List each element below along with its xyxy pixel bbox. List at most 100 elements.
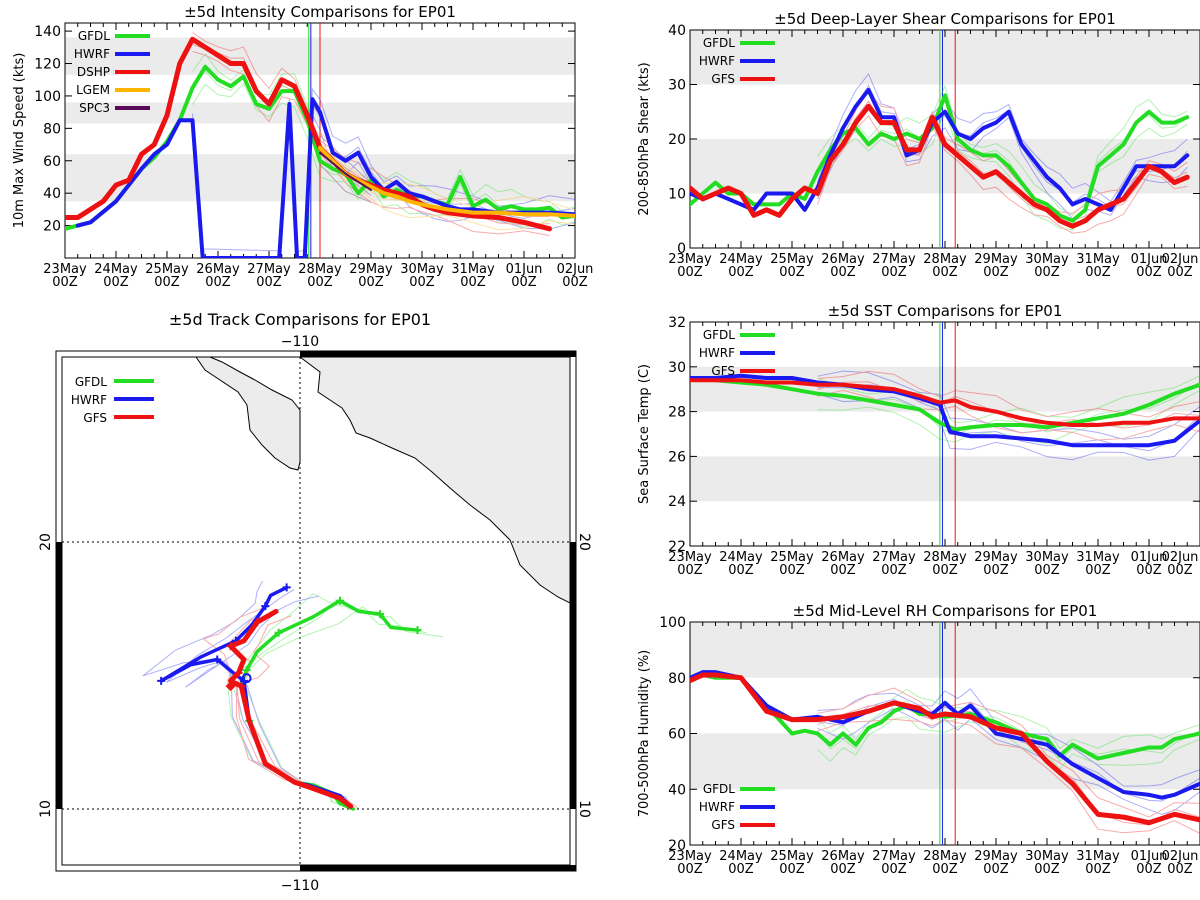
x-tick-label-date: 25May <box>770 252 814 267</box>
x-tick-label-hour: 00Z <box>1085 265 1111 280</box>
x-tick-label-hour: 00Z <box>830 563 856 578</box>
x-tick-label-hour: 00Z <box>562 275 588 290</box>
x-tick-label-date: 23May <box>43 262 87 277</box>
x-tick-label-date: 24May <box>719 849 763 864</box>
border-bar <box>56 542 62 809</box>
legend-label: GFS <box>711 818 735 832</box>
y-tick-label: 30 <box>668 360 686 376</box>
y-tick-label: 40 <box>668 23 686 39</box>
y-tick-label: 22 <box>668 539 686 555</box>
x-tick-label-hour: 00Z <box>1034 563 1060 578</box>
x-tick-label-hour: 00Z <box>932 265 958 280</box>
sst-chart: ±5d SST Comparisons for EP01 Sea Surface … <box>637 302 1200 578</box>
intensity-chart: ±5d Intensity Comparisons for EP01 10m Ma… <box>12 3 593 290</box>
y-tick-label: 60 <box>668 727 686 743</box>
legend-label: GFS <box>711 72 735 86</box>
shear-chart: ±5d Deep-Layer Shear Comparisons for EP0… <box>637 10 1200 280</box>
x-tick-label-date: 28May <box>923 252 967 267</box>
x-tick-label-date: 30May <box>400 262 444 277</box>
x-tick-label-date: 27May <box>872 849 916 864</box>
x-tick-label-date: 31May <box>1076 550 1120 565</box>
x-tick-label-date: 28May <box>923 849 967 864</box>
legend-label: GFS <box>711 364 735 378</box>
x-tick-label-date: 27May <box>872 252 916 267</box>
x-tick-label-date: 23May <box>668 252 712 267</box>
y-tick-label: 80 <box>43 121 61 137</box>
legend-label: GFDL <box>703 782 735 796</box>
track-marker <box>336 596 345 605</box>
y-tick-label: 0 <box>677 241 686 257</box>
legend-label: HWRF <box>71 393 107 407</box>
y-tick-label: 20 <box>43 219 61 235</box>
ensemble-line <box>319 164 372 203</box>
ensemble-line <box>817 393 1200 461</box>
x-tick-label-date: 02Jun <box>557 262 594 277</box>
border-bar <box>570 542 576 809</box>
x-tick-label-hour: 00Z <box>881 563 907 578</box>
ensemble-line <box>192 82 576 228</box>
mainland-coast <box>298 356 571 604</box>
x-tick-label-hour: 00Z <box>1136 563 1162 578</box>
y-tick-label: 28 <box>668 405 686 421</box>
x-tick-label-date: 25May <box>145 262 189 277</box>
track-marker <box>282 583 291 592</box>
x-tick-label-hour: 00Z <box>1167 265 1193 280</box>
x-tick-label-hour: 00Z <box>1034 265 1060 280</box>
track-marker <box>234 668 243 677</box>
x-tick-label-date: 29May <box>349 262 393 277</box>
legend-label: HWRF <box>699 346 735 360</box>
ensemble-line <box>817 72 1188 203</box>
y-tick-label: 60 <box>43 154 61 170</box>
y-axis-label: 200-850hPa Shear (kts) <box>637 62 652 215</box>
ensemble-tracks <box>142 580 444 810</box>
x-tick-label-date: 01Jun <box>1131 550 1168 565</box>
legend-label: GFDL <box>75 375 107 389</box>
x-tick-label-date: 26May <box>196 262 240 277</box>
track-marker <box>274 628 283 637</box>
x-tick-label-date: 29May <box>974 849 1018 864</box>
map-title: ±5d Track Comparisons for EP01 <box>169 310 431 329</box>
y-axis-label: 700-500hPa Humidity (%) <box>637 650 652 817</box>
ensemble-track <box>237 615 343 805</box>
track-marker <box>237 682 246 691</box>
x-tick-label-hour: 00Z <box>983 265 1009 280</box>
track-marker <box>242 666 251 675</box>
shaded-band <box>690 366 1200 412</box>
x-tick-label-date: 25May <box>770 550 814 565</box>
x-tick-label-hour: 00Z <box>1136 265 1162 280</box>
x-tick-label-date: 01Jun <box>1131 252 1168 267</box>
x-tick-label-date: 02Jun <box>1162 550 1199 565</box>
y-axis-label: 10m Max Wind Speed (kts) <box>12 53 27 229</box>
legend-label: GFDL <box>703 328 735 342</box>
track-marker <box>213 655 222 664</box>
chart-title: ±5d SST Comparisons for EP01 <box>828 302 1063 320</box>
border-bar <box>300 865 576 871</box>
ensemble-line <box>817 716 1200 770</box>
x-tick-label-date: 31May <box>1076 849 1120 864</box>
x-tick-label-date: 29May <box>974 252 1018 267</box>
x-tick-label-date: 24May <box>719 550 763 565</box>
x-tick-label-hour: 00Z <box>677 862 703 877</box>
legend-label: DSHP <box>77 65 110 79</box>
x-tick-label-hour: 00Z <box>881 265 907 280</box>
ensemble-line <box>817 687 1200 818</box>
lat-label-left: 20 <box>38 533 54 551</box>
x-tick-label-hour: 00Z <box>728 862 754 877</box>
shaded-band <box>690 733 1200 790</box>
track-marker <box>376 610 385 619</box>
x-tick-label-date: 02Jun <box>1162 849 1199 864</box>
y-tick-label: 140 <box>34 24 61 40</box>
track-map: ±5d Track Comparisons for EP01 −110 −110 20… <box>38 310 592 894</box>
ensemble-line <box>817 698 1200 802</box>
legend-label: GFS <box>83 411 107 425</box>
x-tick-label-hour: 00Z <box>881 862 907 877</box>
x-tick-label-date: 24May <box>719 252 763 267</box>
x-tick-label-hour: 00Z <box>779 862 805 877</box>
x-tick-label-hour: 00Z <box>983 563 1009 578</box>
x-tick-label-hour: 00Z <box>932 862 958 877</box>
x-tick-label-hour: 00Z <box>779 265 805 280</box>
lon-label-top: −110 <box>281 334 319 350</box>
y-tick-label: 32 <box>668 315 686 331</box>
x-tick-label-date: 28May <box>298 262 342 277</box>
y-tick-label: 80 <box>668 671 686 687</box>
